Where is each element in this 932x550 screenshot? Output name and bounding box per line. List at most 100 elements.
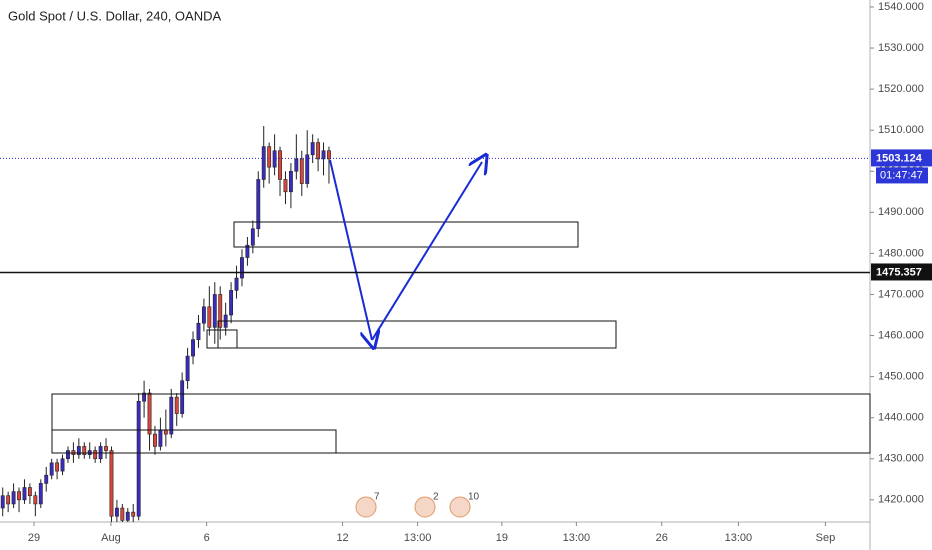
candle-body: [17, 491, 21, 501]
countdown-box: [876, 167, 928, 184]
event-icon: [414, 496, 436, 518]
candle-body: [147, 392, 152, 435]
last-price-box: [871, 149, 932, 167]
candle-body: [180, 380, 185, 414]
candle-body: [93, 450, 98, 460]
candle-body: [321, 150, 326, 160]
candle-body: [234, 277, 239, 291]
candle-body: [229, 290, 234, 316]
candle-body: [288, 170, 293, 193]
candle-body: [0, 495, 5, 509]
candle-body: [218, 294, 223, 328]
candle-body: [310, 142, 315, 156]
last-price-label: 1503.124: [876, 152, 923, 164]
candle-body: [240, 257, 244, 279]
candle-body: [163, 429, 168, 435]
candle-body: [256, 179, 261, 230]
y-tick-label: 1450.000: [878, 371, 924, 383]
candle-body: [136, 400, 141, 517]
candle-body: [272, 150, 277, 168]
candle-body: [212, 294, 217, 328]
zone-box: [51, 393, 871, 454]
candle-body: [114, 507, 119, 517]
candle-body: [261, 146, 266, 180]
candle-body: [299, 158, 304, 184]
candle-body: [196, 322, 201, 340]
horizontal-line-box: [871, 263, 932, 281]
candle-body: [153, 433, 157, 447]
x-tick-label: 26: [656, 532, 668, 544]
candle-body: [250, 228, 255, 246]
candle-body: [104, 446, 108, 451]
candle-body: [201, 306, 206, 324]
event-count: 2: [433, 492, 439, 503]
event-icon: [449, 496, 471, 518]
candle-body: [66, 450, 70, 460]
x-tick-label: 19: [496, 532, 508, 544]
y-tick-label: 1430.000: [878, 453, 924, 465]
event-icon: [355, 496, 377, 518]
y-tick-label: 1470.000: [878, 288, 924, 300]
candle-body: [76, 446, 81, 455]
projection-arrow: [371, 162, 482, 341]
y-tick-label: 1480.000: [878, 247, 924, 259]
candle-body: [185, 355, 190, 382]
x-tick-label: Sep: [816, 532, 836, 544]
x-tick-label: 13:00: [725, 532, 753, 544]
x-tick-label: Aug: [101, 532, 121, 544]
y-tick-label: 1460.000: [878, 329, 924, 341]
y-tick-label: 1510.000: [878, 124, 924, 136]
candle-body: [283, 179, 288, 193]
candle-body: [131, 511, 136, 517]
event-count: 10: [468, 492, 480, 503]
candle-body: [278, 150, 282, 180]
candle-body: [27, 487, 32, 497]
candle-body: [316, 142, 321, 160]
event-count: 7: [374, 492, 380, 503]
zone-box: [51, 429, 337, 454]
candle-body: [33, 495, 38, 505]
candle-body: [174, 396, 179, 414]
zone-box: [217, 320, 617, 349]
x-tick-label: 29: [28, 532, 40, 544]
projection-arrow: [329, 159, 372, 340]
candle-body: [55, 462, 60, 472]
candle-body: [169, 396, 174, 435]
y-tick-label: 1520.000: [878, 83, 924, 95]
candle-body: [158, 429, 163, 447]
drawings: [51, 221, 871, 454]
x-tick-label: 13:00: [563, 532, 591, 544]
candle-body: [142, 392, 147, 402]
candle-body: [327, 150, 331, 160]
y-tick-label: 1490.000: [878, 206, 924, 218]
y-tick-label: 1530.000: [878, 42, 924, 54]
zone-box: [206, 329, 238, 349]
countdown-label: 01:47:47: [880, 169, 923, 181]
candle-body: [120, 507, 125, 521]
y-tick-label: 1440.000: [878, 412, 924, 424]
candle-body: [82, 446, 87, 455]
candle-body: [294, 158, 299, 172]
candle-body: [6, 495, 11, 505]
plot-area: [0, 126, 331, 522]
x-tick-label: 13:00: [404, 532, 432, 544]
candle-body: [11, 491, 16, 505]
candle-body: [191, 339, 195, 357]
candle-body: [38, 483, 43, 505]
candle-body: [44, 474, 49, 484]
candle-body: [305, 154, 310, 184]
candle-body: [49, 462, 54, 476]
x-tick-label: 12: [336, 532, 348, 544]
candle-body: [109, 450, 114, 517]
y-tick-label: 1420.000: [878, 494, 924, 506]
candle-body: [245, 244, 250, 258]
candle-body: [125, 511, 130, 521]
candle-body: [22, 487, 27, 501]
candle-body: [207, 306, 212, 328]
chart-title: Gold Spot / U.S. Dollar, 240, OANDA: [8, 8, 221, 23]
x-tick-label: 6: [204, 532, 210, 544]
candle-body: [60, 458, 65, 472]
horizontal-line-label: 1475.357: [876, 266, 922, 278]
